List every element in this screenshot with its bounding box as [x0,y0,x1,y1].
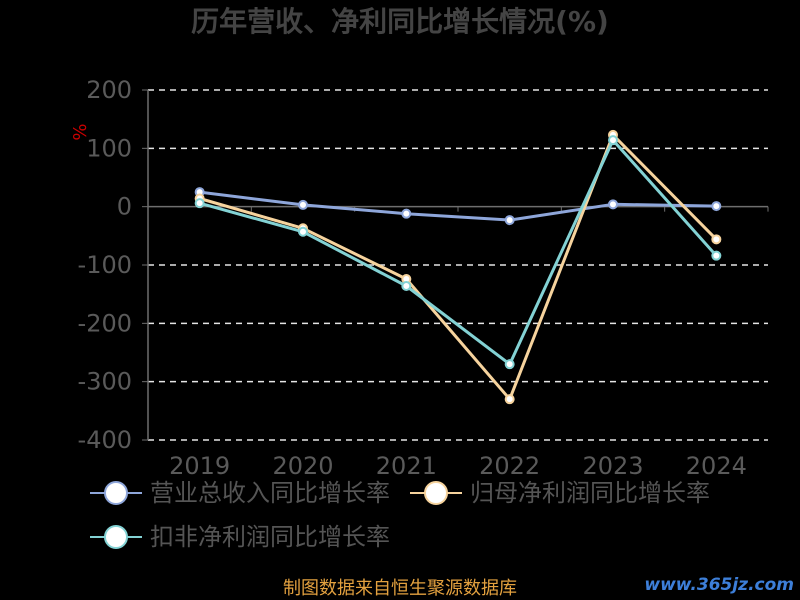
y-axis-label: % [70,123,91,140]
data-point[interactable] [194,198,205,209]
legend-item-revenue[interactable]: 营业总收入同比增长率 [90,478,390,508]
y-tick-label: -200 [78,309,132,337]
x-tick-label: 2020 [272,452,333,480]
legend-label: 归母净利润同比增长率 [470,479,710,507]
data-point[interactable] [608,199,618,210]
legend-marker [90,478,142,508]
x-tick-label: 2022 [479,452,540,480]
data-point[interactable] [711,201,722,212]
legend-marker [410,478,462,508]
data-point[interactable] [608,135,618,146]
series-line-0 [198,190,718,222]
x-tick-label: 2021 [376,452,437,480]
grid-layer [148,89,768,441]
data-point[interactable] [504,394,515,405]
series-line-2 [198,138,718,366]
y-tick-label: 100 [86,134,132,162]
data-source-footer: 制图数据来自恒生聚源数据库 [283,578,517,599]
legend-marker [90,522,142,552]
axis-layer: 200 100 0 -100 -200 -300 -400 2019 2020 2021 2022 2… [78,76,769,480]
x-tick-label: 2023 [582,452,643,480]
x-tick-label: 2019 [169,452,230,480]
data-point[interactable] [401,281,412,291]
data-point[interactable] [711,250,722,261]
chart-title: 历年营收、净利同比增长情况(%) [191,5,609,38]
legend-label: 营业总收入同比增长率 [150,479,390,507]
watermark-logo: www.365jz.com [644,575,794,595]
x-tick-label: 2024 [686,452,747,480]
point-layer [194,129,722,405]
data-point[interactable] [298,199,308,210]
legend-label: 扣非净利润同比增长率 [150,523,390,551]
y-tick-label: -300 [78,368,132,396]
data-point[interactable] [401,208,412,219]
series-line-1 [198,133,718,401]
data-point[interactable] [504,359,515,370]
series-layer [198,133,718,401]
y-tick-label: -400 [78,426,132,454]
data-point[interactable] [298,226,308,237]
y-tick-label: 0 [117,193,132,221]
legend-item-deducted-net-profit[interactable]: 扣非净利润同比增长率 [90,522,390,552]
data-point[interactable] [711,234,722,245]
y-tick-label: -100 [78,251,132,279]
data-point[interactable] [504,215,515,226]
legend-item-net-profit[interactable]: 归母净利润同比增长率 [410,478,710,508]
y-tick-label: 200 [86,76,132,104]
